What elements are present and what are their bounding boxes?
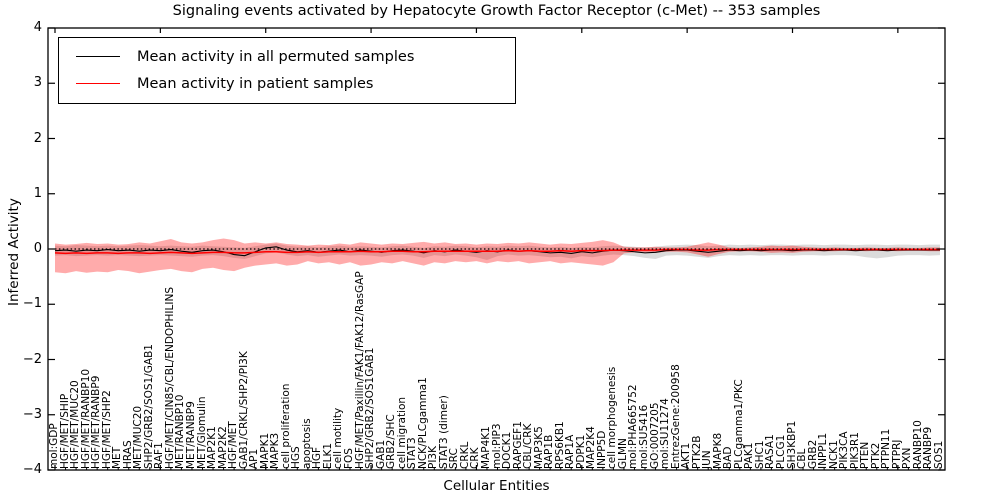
y-tick-label: −4 <box>22 462 42 477</box>
y-tick-label: −2 <box>22 351 42 367</box>
legend-item-patient: Mean activity in patient samples <box>59 70 515 97</box>
patient-std-band <box>55 238 940 274</box>
patient-line-swatch <box>76 83 120 84</box>
y-tick-label: 2 <box>33 130 42 146</box>
y-tick-label: 3 <box>33 75 42 91</box>
y-tick-label: −3 <box>22 406 42 422</box>
legend: Mean activity in all permuted samples Me… <box>58 37 516 104</box>
legend-item-permuted: Mean activity in all permuted samples <box>59 43 515 70</box>
legend-label: Mean activity in all permuted samples <box>137 48 415 65</box>
chart-title: Signaling events activated by Hepatocyte… <box>172 3 821 19</box>
y-tick-label: 4 <box>33 20 42 35</box>
y-tick-label: 1 <box>33 185 42 201</box>
x-tick-label: SOS1 <box>933 440 945 469</box>
permuted-line-swatch <box>76 56 120 57</box>
y-tick-label: −1 <box>22 296 42 312</box>
y-tick-label: 0 <box>33 241 42 256</box>
x-axis-label: Cellular Entities <box>443 478 550 494</box>
legend-label: Mean activity in patient samples <box>137 75 374 92</box>
